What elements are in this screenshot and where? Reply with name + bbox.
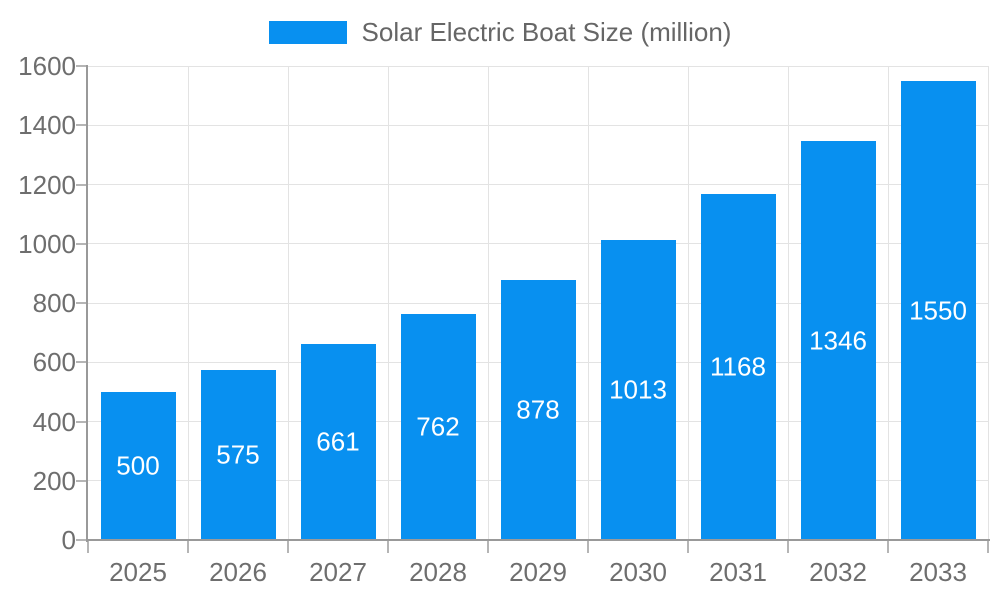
x-axis-tick-label: 2031 [709,557,767,587]
legend-item[interactable]: Solar Electric Boat Size (million) [0,17,1000,47]
bar[interactable]: 1550 [900,81,976,540]
x-axis-tick [87,541,89,553]
y-axis-tick-label: 1600 [18,51,76,81]
x-axis-tick [487,541,489,553]
plot-area: 500 575 661 762 878 1013 1168 1346 1550 [76,65,989,553]
x-axis-tick-label: 2029 [509,557,567,587]
x-axis-line [86,539,990,541]
x-gridline [887,66,889,540]
x-axis-tick-label: 2025 [109,557,167,587]
y-axis-tick-label: 1400 [18,110,76,141]
y-axis-tick [76,361,86,364]
y-gridline [88,184,988,185]
y-axis-line [86,65,88,542]
x-axis-tick-label: 2028 [409,557,467,587]
y-axis-tick [76,539,86,541]
x-axis-tick [387,541,389,553]
x-axis-tick-label: 2033 [909,557,967,587]
bar[interactable]: 500 [100,392,176,540]
bar-value-label: 1168 [710,351,766,382]
y-axis-tick [76,420,86,423]
y-gridline [88,124,988,126]
y-axis-tick [76,302,86,304]
legend-swatch [268,20,347,44]
y-gridline [88,65,988,67]
bar[interactable]: 762 [400,314,476,540]
x-axis-tick [287,541,289,553]
bar[interactable]: 878 [500,280,576,540]
x-axis-tick-label: 2030 [609,557,667,587]
x-gridline [687,66,689,540]
bar[interactable]: 1168 [700,194,776,540]
bar-value-label: 762 [416,411,460,442]
y-axis-tick [76,183,86,186]
y-axis-tick-label: 0 [61,525,76,555]
bar-value-label: 575 [216,439,260,470]
x-axis-tick-label: 2026 [209,557,267,587]
y-axis-tick [76,124,86,127]
bar-value-label: 1346 [809,325,867,355]
x-gridline [487,66,489,540]
legend-label: Solar Electric Boat Size (million) [361,17,732,47]
x-axis-tick [687,541,689,553]
y-axis-tick [76,65,86,67]
y-axis-tick-label: 800 [32,288,76,318]
bar-value-label: 1013 [609,374,667,405]
y-axis-tick-label: 1200 [18,169,76,200]
x-gridline [587,66,589,540]
bar-value-label: 1550 [909,295,967,325]
bar-value-label: 878 [516,394,560,425]
x-gridline [987,66,989,540]
x-gridline [787,66,789,540]
x-axis-tick [587,541,589,553]
x-gridline [387,66,389,540]
bar[interactable]: 575 [200,370,276,540]
x-axis-tick [987,541,989,553]
y-axis-tick-label: 1000 [18,228,76,259]
y-axis-tick [76,242,86,245]
y-axis-tick-label: 400 [32,406,76,437]
y-axis-tick-label: 200 [32,465,76,496]
x-gridline [287,66,289,540]
y-axis-tick [76,479,86,482]
bar-value-label: 661 [316,426,360,457]
x-gridline [187,66,189,540]
x-axis-tick-label: 2027 [309,557,367,587]
x-axis-tick [787,541,789,553]
bar-value-label: 500 [116,450,160,481]
x-axis-tick [887,541,889,553]
x-axis-tick [187,541,189,553]
bar[interactable]: 661 [300,344,376,540]
y-axis-tick-label: 600 [32,347,76,378]
bar[interactable]: 1346 [800,141,876,540]
x-axis-tick-label: 2032 [809,557,867,587]
bar[interactable]: 1013 [600,240,676,540]
y-gridline [88,243,988,245]
